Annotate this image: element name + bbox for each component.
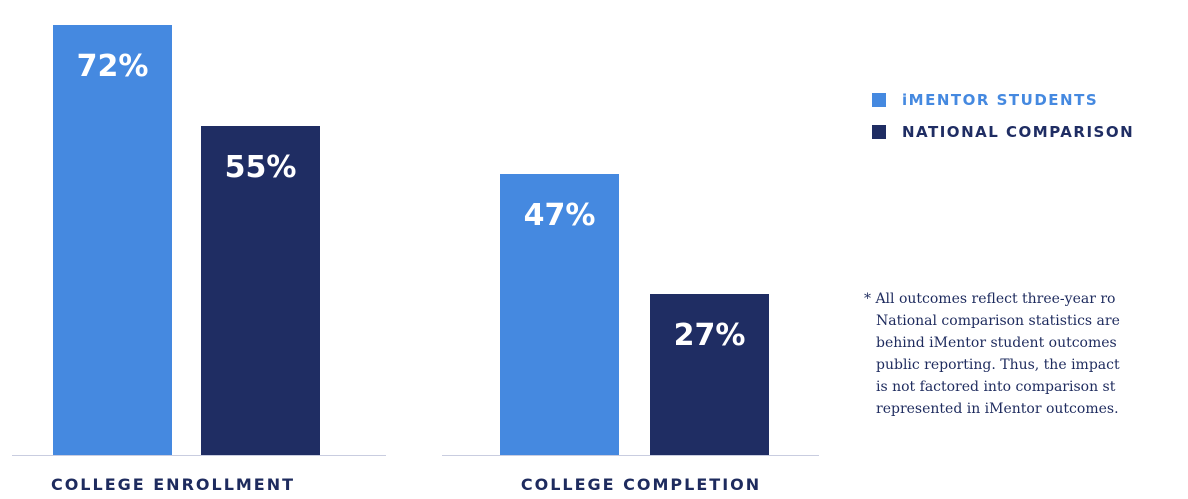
footnote-line: represented in iMentor outcomes. (876, 401, 1119, 417)
footnote-line: is not factored into comparison st (876, 379, 1116, 395)
baseline (12, 455, 386, 456)
bar-value-label: 55% (224, 150, 297, 185)
footnote-line: behind iMentor student outcomes (876, 335, 1117, 351)
footnote-line: * All outcomes reflect three-year ro (864, 291, 1116, 307)
bar-value-label: 72% (76, 49, 149, 84)
legend-swatch-imentor (872, 93, 886, 107)
legend-label-national: NATIONAL COMPARISON (902, 123, 1135, 141)
bar-college-completion-national (650, 294, 769, 455)
baseline (442, 455, 819, 456)
bar-college-completion-imentor (500, 174, 619, 455)
legend-label-imentor: iMENTOR STUDENTS (902, 91, 1099, 109)
bar-college-enrollment-imentor (53, 25, 172, 455)
category-label: COLLEGE ENROLLMENT (50, 475, 296, 494)
bar-college-enrollment-national (201, 126, 320, 455)
legend-item-national: NATIONAL COMPARISON (872, 122, 1188, 142)
bar-value-label: 27% (673, 318, 746, 353)
category-label: COLLEGE COMPLETION (520, 475, 762, 494)
footnote: * All outcomes reflect three-year ro Nat… (864, 288, 1188, 420)
bar-value-label: 47% (523, 198, 596, 233)
legend: iMENTOR STUDENTS NATIONAL COMPARISON (872, 90, 1188, 154)
footnote-line: public reporting. Thus, the impact (876, 357, 1120, 373)
footnote-line: National comparison statistics are (876, 313, 1120, 329)
legend-item-imentor: iMENTOR STUDENTS (872, 90, 1188, 110)
legend-swatch-national (872, 125, 886, 139)
